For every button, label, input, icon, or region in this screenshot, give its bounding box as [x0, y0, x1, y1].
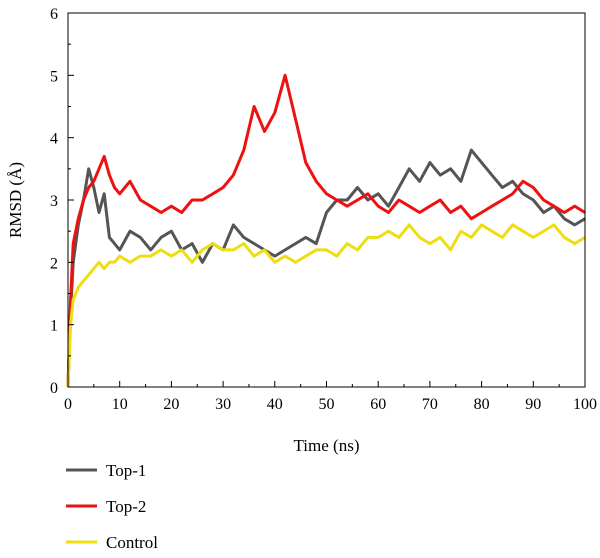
legend-label: Top-1 [106, 461, 146, 480]
x-tick-label: 20 [163, 396, 179, 413]
y-tick-label: 0 [50, 380, 58, 397]
x-tick-label: 60 [370, 396, 386, 413]
series-line-control [66, 223, 586, 388]
x-tick-label: 80 [474, 396, 490, 413]
x-tick-label: 100 [573, 396, 597, 413]
y-tick-label: 5 [50, 68, 58, 85]
x-tick-label: 50 [319, 396, 335, 413]
y-tick-label: 6 [50, 6, 58, 23]
plot-frame [67, 12, 586, 388]
x-axis-label: Time (ns) [294, 436, 360, 455]
y-tick-label: 3 [50, 193, 58, 210]
axis-ticks: 0 10 20 30 40 50 60 70 80 90 100 0 1 2 3 4 5 6 [50, 6, 597, 413]
y-tick-label: 2 [50, 255, 58, 272]
x-tick-label: 40 [267, 396, 283, 413]
series-line-top-2 [66, 73, 586, 388]
legend-label: Top-2 [106, 497, 146, 516]
x-tick-label: 10 [112, 396, 128, 413]
x-tick-label: 90 [525, 396, 541, 413]
x-tick-label: 70 [422, 396, 438, 413]
x-tick-label: 30 [215, 396, 231, 413]
legend-label: Control [106, 533, 158, 552]
series-line-top-1 [66, 148, 586, 388]
y-tick-label: 4 [50, 131, 58, 148]
y-tick-label: 1 [50, 318, 58, 335]
y-axis-label: RMSD (Å) [6, 162, 25, 238]
plot-lines [66, 73, 586, 388]
legend: Top-1 Top-2 Control [66, 461, 158, 552]
x-tick-label: 0 [64, 396, 72, 413]
